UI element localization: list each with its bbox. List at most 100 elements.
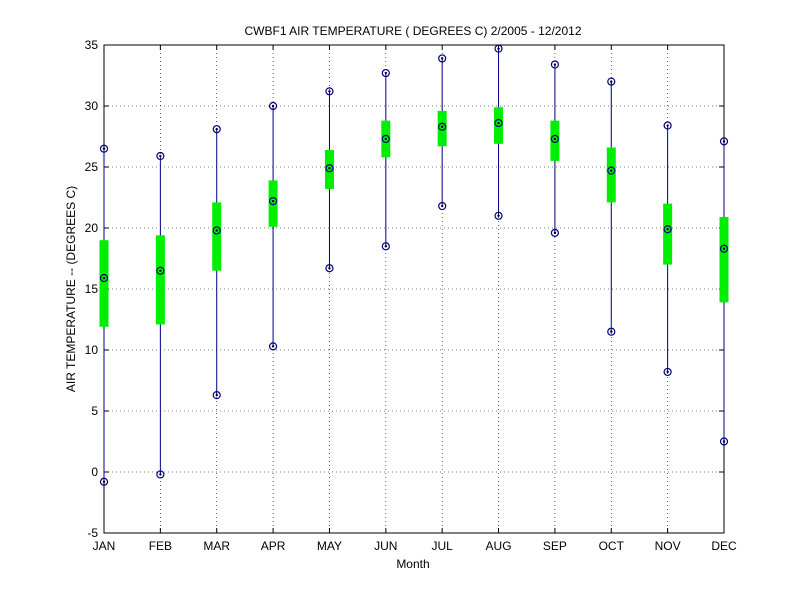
iqr-box-aug — [494, 107, 504, 144]
max-marker-dot-oct — [610, 80, 613, 83]
y-tick-label: 35 — [85, 38, 99, 52]
median-marker-oct — [607, 166, 616, 175]
min-marker-dot-jul — [440, 204, 444, 208]
median-marker-dot-sep — [553, 137, 557, 141]
min-marker-jul — [438, 201, 447, 211]
y-axis-label: AIR TEMPERATURE -- (DEGREES C) — [64, 186, 78, 392]
y-tick-label: 20 — [85, 221, 99, 235]
median-marker-dot-aug — [497, 121, 500, 125]
grid-layer — [104, 45, 724, 533]
median-marker-dec — [719, 244, 729, 253]
x-axis: JAN FEB MAR APR MAY JUN JUL AUG SEP OCT NOV DEC — [93, 45, 737, 553]
max-marker-mar — [212, 125, 221, 134]
max-marker-dot-jul — [440, 57, 444, 60]
x-tick-label: MAY — [317, 539, 342, 553]
x-tick-label: JAN — [93, 539, 116, 553]
x-tick-label: OCT — [599, 539, 625, 553]
median-marker-feb — [156, 266, 165, 275]
min-marker-apr — [268, 342, 278, 351]
min-marker-mar — [212, 391, 221, 400]
iqr-box-feb — [155, 235, 165, 325]
min-marker-dot-may — [328, 267, 331, 270]
max-marker-jun — [381, 68, 390, 78]
min-marker-dot-mar — [215, 393, 218, 397]
y-tick-label: -5 — [87, 526, 98, 540]
iqr-box-dec — [719, 217, 729, 303]
y-tick-label: 15 — [85, 282, 99, 296]
median-marker-dot-jun — [384, 137, 388, 141]
min-marker-feb — [156, 470, 165, 479]
x-tick-label: AUG — [486, 539, 512, 553]
median-marker-jul — [438, 122, 447, 131]
min-marker-aug — [494, 211, 503, 220]
min-marker-dot-oct — [610, 330, 613, 333]
min-marker-may — [325, 264, 334, 273]
max-marker-dot-may — [328, 90, 331, 93]
median-marker-dot-jan — [102, 276, 106, 280]
min-marker-dot-sep — [553, 231, 557, 235]
x-tick-label: DEC — [711, 539, 737, 553]
x-tick-label: FEB — [149, 539, 172, 553]
median-marker-aug — [494, 118, 503, 128]
max-marker-aug — [494, 44, 503, 53]
min-marker-oct — [607, 327, 616, 336]
max-marker-nov — [663, 121, 672, 130]
x-tick-label: MAR — [203, 539, 230, 553]
median-marker-mar — [212, 226, 221, 235]
max-marker-dot-jan — [102, 147, 106, 150]
x-tick-label: SEP — [543, 539, 567, 553]
median-marker-dot-dec — [722, 247, 726, 250]
max-marker-dot-apr — [271, 104, 275, 108]
min-marker-dot-apr — [271, 345, 275, 348]
y-tick-label: 25 — [85, 160, 99, 174]
median-marker-dot-nov — [666, 228, 669, 231]
iqr-box-apr — [268, 180, 278, 227]
median-marker-dot-apr — [271, 199, 275, 203]
y-tick-label: 5 — [91, 404, 98, 418]
x-tick-label: JUL — [432, 539, 454, 553]
iqr-box-mar — [212, 202, 222, 271]
median-marker-jun — [381, 134, 390, 144]
max-marker-jan — [99, 144, 109, 153]
iqr-box-jul — [437, 110, 447, 147]
iqr-box-may — [324, 149, 334, 189]
y-tick-label: 10 — [85, 343, 99, 357]
median-marker-may — [325, 164, 334, 173]
max-marker-dec — [719, 137, 729, 146]
max-marker-dot-sep — [553, 63, 557, 66]
min-marker-dot-feb — [159, 473, 162, 476]
max-marker-dot-nov — [666, 124, 669, 127]
min-marker-dot-dec — [722, 440, 726, 443]
median-marker-dot-feb — [159, 269, 162, 272]
iqr-box-sep — [550, 120, 560, 161]
x-tick-label: JUN — [374, 539, 397, 553]
y-tick-label: 30 — [85, 99, 99, 113]
iqr-box-oct — [606, 147, 616, 203]
max-marker-sep — [550, 60, 560, 69]
max-marker-dot-jun — [384, 71, 388, 75]
min-marker-dot-jun — [384, 245, 388, 248]
median-marker-nov — [663, 225, 672, 234]
median-marker-apr — [268, 197, 278, 206]
min-marker-dot-aug — [497, 214, 500, 217]
max-marker-dot-feb — [159, 154, 162, 158]
median-marker-dot-oct — [610, 169, 613, 172]
chart-title: CWBF1 AIR TEMPERATURE ( DEGREES C) 2/200… — [245, 24, 582, 38]
max-marker-dot-mar — [215, 127, 218, 131]
median-marker-dot-mar — [215, 229, 218, 232]
x-tick-label: NOV — [655, 539, 681, 553]
min-marker-jun — [381, 242, 390, 251]
max-marker-jul — [438, 54, 447, 63]
median-marker-sep — [550, 134, 560, 144]
iqr-box-nov — [663, 203, 673, 265]
min-marker-dot-nov — [666, 370, 669, 374]
y-tick-label: 0 — [91, 465, 98, 479]
min-marker-nov — [663, 367, 672, 377]
max-marker-may — [325, 87, 334, 96]
median-marker-dot-jul — [440, 125, 444, 128]
data-marks — [99, 44, 729, 486]
iqr-box-jan — [99, 240, 109, 327]
min-marker-sep — [550, 228, 560, 237]
median-marker-dot-may — [328, 167, 331, 170]
